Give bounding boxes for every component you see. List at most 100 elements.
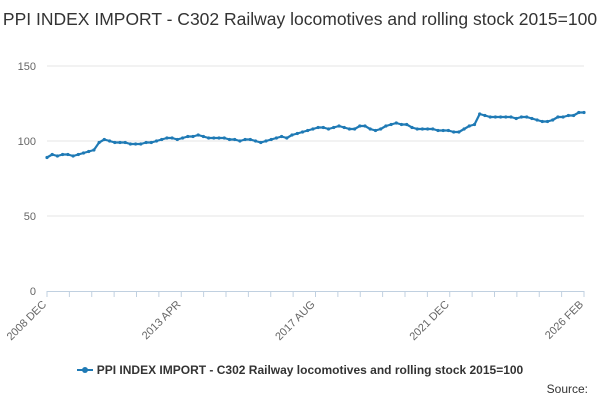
data-point[interactable] [483,113,487,118]
data-point[interactable] [457,130,461,134]
legend[interactable]: PPI INDEX IMPORT - C302 Railway locomoti… [0,363,600,378]
data-point[interactable] [556,115,560,119]
data-point[interactable] [379,127,383,131]
data-point[interactable] [217,136,221,140]
data-point[interactable] [472,122,477,127]
data-point[interactable] [582,110,586,115]
data-point[interactable] [55,154,60,158]
data-point[interactable] [426,127,430,131]
data-point[interactable] [113,140,117,145]
data-point[interactable] [154,139,159,143]
data-point[interactable] [186,134,190,139]
data-point[interactable] [191,134,195,139]
data-point[interactable] [410,125,414,130]
data-point[interactable] [227,137,232,142]
data-point[interactable] [551,118,555,122]
data-point[interactable] [509,115,513,119]
data-point[interactable] [488,115,492,119]
data-point[interactable] [233,137,237,142]
data-point[interactable] [207,136,211,140]
data-point[interactable] [123,140,127,145]
data-point[interactable] [144,140,148,145]
data-point[interactable] [243,137,247,142]
legend-item[interactable]: PPI INDEX IMPORT - C302 Railway locomoti… [76,363,523,377]
data-point[interactable] [525,115,529,119]
data-point[interactable] [160,137,164,142]
data-point[interactable] [415,127,419,131]
data-point[interactable] [259,140,263,145]
data-point[interactable] [300,130,305,134]
data-point[interactable] [368,127,372,131]
data-point[interactable] [222,136,226,140]
data-point[interactable] [108,139,112,143]
data-point[interactable] [280,134,284,139]
series-group[interactable] [45,110,586,160]
data-point[interactable] [290,133,294,137]
data-point[interactable] [238,139,242,143]
data-point[interactable] [97,140,101,145]
data-point[interactable] [504,115,508,119]
data-point[interactable] [535,118,539,122]
data-point[interactable] [530,116,534,121]
data-point[interactable] [50,152,54,157]
data-point[interactable] [269,137,273,142]
data-point[interactable] [201,134,205,139]
data-point[interactable] [76,152,80,157]
data-point[interactable] [467,124,471,128]
data-point[interactable] [175,137,179,142]
data-point[interactable] [420,127,424,131]
data-point[interactable] [66,152,70,157]
data-point[interactable] [295,131,299,136]
series-line[interactable] [45,111,586,159]
data-point[interactable] [326,127,331,131]
data-point[interactable] [436,128,440,133]
data-point[interactable] [128,142,132,146]
data-point[interactable] [358,124,362,128]
data-point[interactable] [170,136,174,140]
data-point[interactable] [545,119,550,124]
data-point[interactable] [561,115,565,119]
data-point[interactable] [181,136,185,140]
data-point[interactable] [45,155,49,160]
data-point[interactable] [499,115,503,119]
data-point[interactable] [431,127,435,131]
data-point[interactable] [514,116,518,121]
data-point[interactable] [399,122,404,127]
data-point[interactable] [165,136,169,140]
data-point[interactable] [321,125,325,130]
data-point[interactable] [285,136,289,140]
data-point[interactable] [196,133,200,137]
data-point[interactable] [347,127,351,131]
data-point[interactable] [519,115,524,119]
data-point[interactable] [353,127,357,131]
data-point[interactable] [452,130,456,134]
data-point[interactable] [394,121,398,125]
data-point[interactable] [572,113,576,118]
data-point[interactable] [248,137,252,142]
data-point[interactable] [373,128,378,133]
data-point[interactable] [405,122,409,127]
data-point[interactable] [311,127,315,131]
data-point[interactable] [337,124,341,128]
data-point[interactable] [212,136,216,140]
data-point[interactable] [316,125,320,130]
data-point[interactable] [81,151,86,155]
data-point[interactable] [384,124,388,128]
data-point[interactable] [478,112,482,116]
data-point[interactable] [102,137,106,142]
data-point[interactable] [332,125,336,130]
data-point[interactable] [139,142,143,146]
data-point[interactable] [274,136,278,140]
data-point[interactable] [253,139,258,143]
data-point[interactable] [87,149,91,154]
data-point[interactable] [306,128,310,133]
data-point[interactable] [566,113,571,118]
data-point[interactable] [264,139,268,143]
data-point[interactable] [493,115,497,119]
data-point[interactable] [92,148,96,152]
data-point[interactable] [389,122,393,127]
data-point[interactable] [363,124,367,128]
data-point[interactable] [540,119,544,124]
data-point[interactable] [134,142,138,146]
data-point[interactable] [149,140,153,145]
